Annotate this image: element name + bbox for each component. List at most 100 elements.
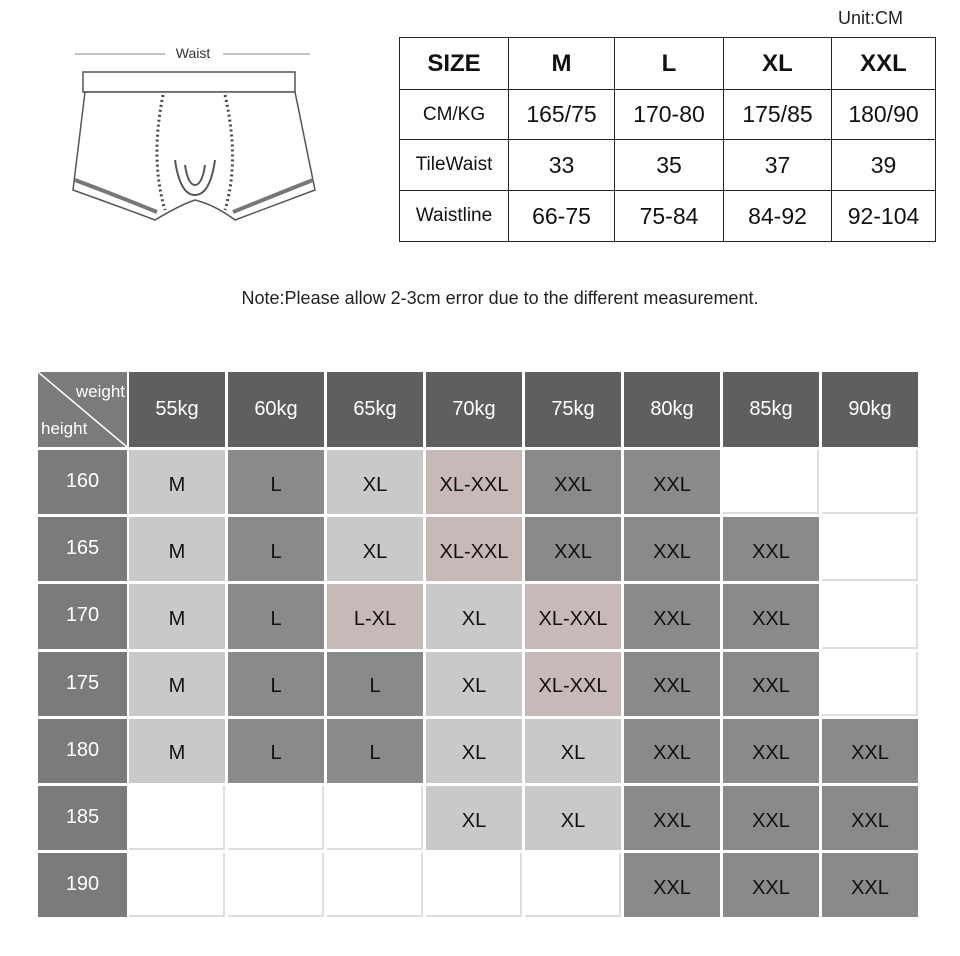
- size-cell: L: [228, 450, 324, 515]
- empty-cell: [822, 450, 918, 515]
- empty-cell: [327, 853, 423, 918]
- row-header: 165: [38, 517, 127, 582]
- size-cell: XXL: [525, 517, 621, 582]
- empty-cell: [822, 584, 918, 649]
- size-cell: XXL: [723, 786, 819, 851]
- cell: 170-80: [614, 89, 724, 140]
- row-header: 185: [38, 786, 127, 851]
- size-cell: XXL: [822, 786, 918, 851]
- empty-cell: [129, 853, 225, 918]
- size-cell: M: [129, 651, 225, 716]
- table-row: Waistline 66-75 75-84 84-92 92-104: [399, 190, 936, 242]
- row-header: 175: [38, 651, 127, 716]
- column-header: 80kg: [624, 372, 720, 447]
- size-cell: XL: [327, 450, 423, 515]
- size-cell: XXL: [723, 651, 819, 716]
- waistband: [82, 71, 296, 93]
- row-header: 180: [38, 718, 127, 783]
- row-header: 170: [38, 584, 127, 649]
- corner-height: height: [41, 419, 88, 438]
- size-cell: XL-XXL: [426, 450, 522, 515]
- column-header: 85kg: [723, 372, 819, 447]
- empty-cell: [822, 651, 918, 716]
- size-cell: XXL: [624, 853, 720, 918]
- size-cell: XXL: [624, 517, 720, 582]
- size-cell: XL-XXL: [426, 517, 522, 582]
- cell: 175/85: [723, 89, 832, 140]
- size-cell: M: [129, 450, 225, 515]
- row-header: 190: [38, 853, 127, 918]
- row-header: Waistline: [399, 190, 509, 242]
- size-cell: XXL: [723, 853, 819, 918]
- pouch-seam: [155, 94, 234, 211]
- table-row: TileWaist 33 35 37 39: [399, 139, 936, 191]
- cell: 35: [614, 139, 724, 191]
- size-cell: XL: [525, 786, 621, 851]
- size-cell: XXL: [525, 450, 621, 515]
- size-cell: XL: [426, 584, 522, 649]
- corner-cell: weight height: [38, 372, 127, 447]
- cell: 75-84: [614, 190, 724, 242]
- size-cell: L: [228, 651, 324, 716]
- column-header: 60kg: [228, 372, 324, 447]
- empty-cell: [327, 786, 423, 851]
- empty-cell: [723, 450, 819, 515]
- empty-cell: [822, 517, 918, 582]
- diagram: Waist: [72, 45, 316, 221]
- cell: 37: [723, 139, 832, 191]
- column-header: 65kg: [327, 372, 423, 447]
- size-cell: XXL: [822, 853, 918, 918]
- size-cell: XL: [426, 786, 522, 851]
- row-header: CM/KG: [399, 89, 509, 140]
- size-cell: XXL: [723, 718, 819, 783]
- column-header: 55kg: [129, 372, 225, 447]
- empty-cell: [228, 853, 324, 918]
- empty-cell: [228, 786, 324, 851]
- cell: 84-92: [723, 190, 832, 242]
- size-cell: XXL: [624, 651, 720, 716]
- size-cell: XL: [426, 718, 522, 783]
- header-cell: SIZE: [399, 37, 509, 90]
- cell: 39: [831, 139, 936, 191]
- empty-cell: [426, 853, 522, 918]
- size-cell: M: [129, 584, 225, 649]
- cell: 165/75: [508, 89, 615, 140]
- size-cell: XXL: [822, 718, 918, 783]
- cell: 92-104: [831, 190, 936, 242]
- size-cell: XL: [525, 718, 621, 783]
- header-cell: M: [508, 37, 615, 90]
- size-cell: L: [228, 584, 324, 649]
- size-cell: L-XL: [327, 584, 423, 649]
- size-cell: XL-XXL: [525, 651, 621, 716]
- size-cell: L: [327, 651, 423, 716]
- size-cell: XXL: [624, 786, 720, 851]
- pouch: [174, 159, 216, 197]
- leg-hem: [74, 178, 314, 214]
- size-cell: L: [228, 517, 324, 582]
- column-header: 70kg: [426, 372, 522, 447]
- header-row: SIZE M L XL XXL: [399, 37, 936, 90]
- cell: 66-75: [508, 190, 615, 242]
- header-cell: XXL: [831, 37, 936, 90]
- size-cell: XL-XXL: [525, 584, 621, 649]
- size-cell: M: [129, 517, 225, 582]
- size-cell: XXL: [624, 450, 720, 515]
- size-cell: XXL: [723, 584, 819, 649]
- boxer-body: [72, 91, 316, 221]
- size-cell: XXL: [624, 584, 720, 649]
- column-header: 90kg: [822, 372, 918, 447]
- header-cell: L: [614, 37, 724, 90]
- size-table: SIZE M L XL XXL CM/KG 165/75 170-80 175/85 180/90…: [399, 37, 936, 242]
- size-cell: XL: [327, 517, 423, 582]
- size-cell: XL: [426, 651, 522, 716]
- empty-cell: [129, 786, 225, 851]
- column-header: 75kg: [525, 372, 621, 447]
- table-row: CM/KG 165/75 170-80 175/85 180/90: [399, 89, 936, 140]
- empty-cell: [525, 853, 621, 918]
- corner-weight: weight: [75, 382, 125, 401]
- size-cell: L: [228, 718, 324, 783]
- waist-label: Waist: [176, 45, 211, 61]
- row-header: 160: [38, 450, 127, 515]
- size-cell: M: [129, 718, 225, 783]
